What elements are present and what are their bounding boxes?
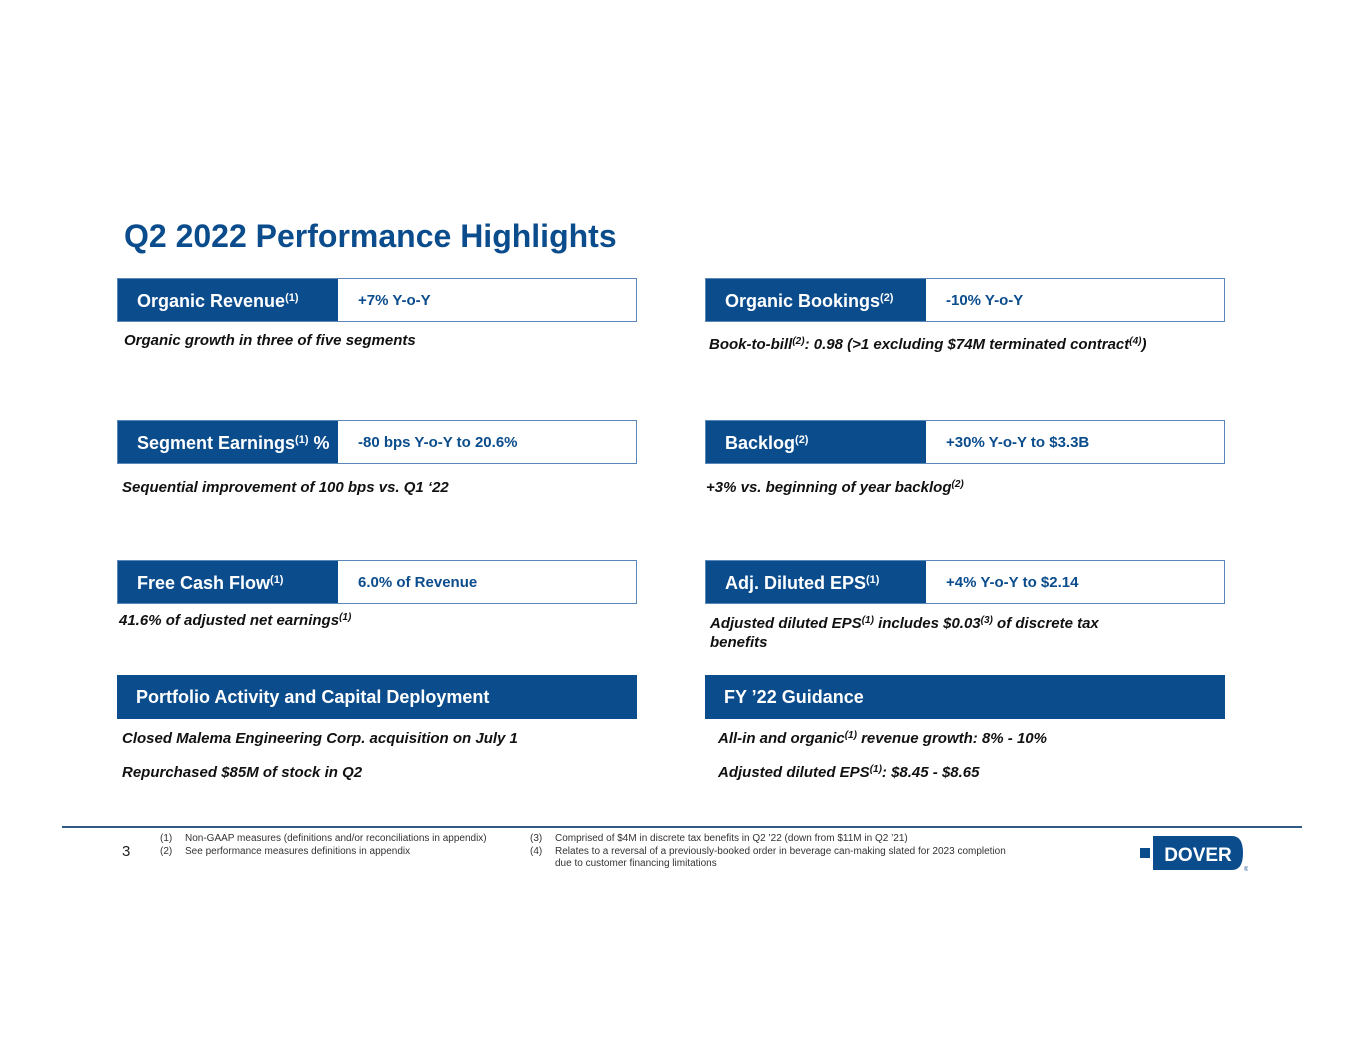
footnote: (4) Relates to a reversal of a previously…	[530, 846, 1006, 869]
card-description: Sequential improvement of 100 bps vs. Q1…	[122, 479, 449, 496]
card-value: -80 bps Y-o-Y to 20.6%	[358, 434, 518, 451]
svg-text:®: ®	[1244, 866, 1248, 872]
footer-divider	[62, 826, 1302, 828]
card-label: Backlog	[725, 433, 796, 453]
footnote: (3) Comprised of $4M in discrete tax bene…	[530, 833, 908, 844]
page-title: Q2 2022 Performance Highlights	[124, 218, 617, 254]
svg-text:DOVER: DOVER	[1164, 845, 1232, 866]
card-label: Adj. Diluted EPS	[725, 573, 867, 593]
card-backlog: Backlog(2) +30% Y-o-Y to $3.3B	[705, 420, 1225, 464]
card-value: +7% Y-o-Y	[358, 292, 431, 309]
card-label: Segment Earnings	[137, 433, 296, 453]
page-number: 3	[122, 843, 131, 860]
dover-logo: DOVER ®	[1140, 836, 1249, 877]
card-organic-bookings: Organic Bookings(2) -10% Y-o-Y	[705, 278, 1225, 322]
card-segment-earnings: Segment Earnings(1) % -80 bps Y-o-Y to 2…	[117, 420, 637, 464]
card-value: -10% Y-o-Y	[946, 292, 1024, 309]
card-free-cash-flow: Free Cash Flow(1) 6.0% of Revenue	[117, 560, 637, 604]
card-organic-revenue: Organic Revenue(1) +7% Y-o-Y	[117, 278, 637, 322]
guidance-header: FY ’22 Guidance	[705, 675, 1225, 719]
card-value: 6.0% of Revenue	[358, 574, 478, 591]
card-value: +4% Y-o-Y to $2.14	[946, 574, 1079, 591]
card-description: Adjusted diluted EPS(1) includes $0.03(3…	[710, 615, 1099, 651]
portfolio-item: Repurchased $85M of stock in Q2	[122, 764, 363, 781]
card-label: Organic Revenue	[137, 291, 286, 311]
guidance-item: All-in and organic(1) revenue growth: 8%…	[718, 730, 1047, 747]
card-description: Organic growth in three of five segments	[124, 332, 416, 349]
footnote: (1) Non-GAAP measures (definitions and/or…	[160, 833, 487, 844]
card-value: +30% Y-o-Y to $3.3B	[946, 434, 1090, 451]
card-label: Free Cash Flow	[137, 573, 271, 593]
card-description: 41.6% of adjusted net earnings(1)	[119, 612, 352, 629]
card-description: Book-to-bill(2): 0.98 (>1 excluding $74M…	[709, 336, 1147, 353]
card-label: Organic Bookings	[725, 291, 881, 311]
guidance-item: Adjusted diluted EPS(1): $8.45 - $8.65	[718, 764, 980, 781]
portfolio-item: Closed Malema Engineering Corp. acquisit…	[122, 730, 518, 747]
footnote: (2) See performance measures definitions …	[160, 846, 411, 857]
card-adj-diluted-eps: Adj. Diluted EPS(1) +4% Y-o-Y to $2.14	[705, 560, 1225, 604]
portfolio-header: Portfolio Activity and Capital Deploymen…	[117, 675, 637, 719]
card-description: +3% vs. beginning of year backlog(2)	[706, 479, 964, 496]
